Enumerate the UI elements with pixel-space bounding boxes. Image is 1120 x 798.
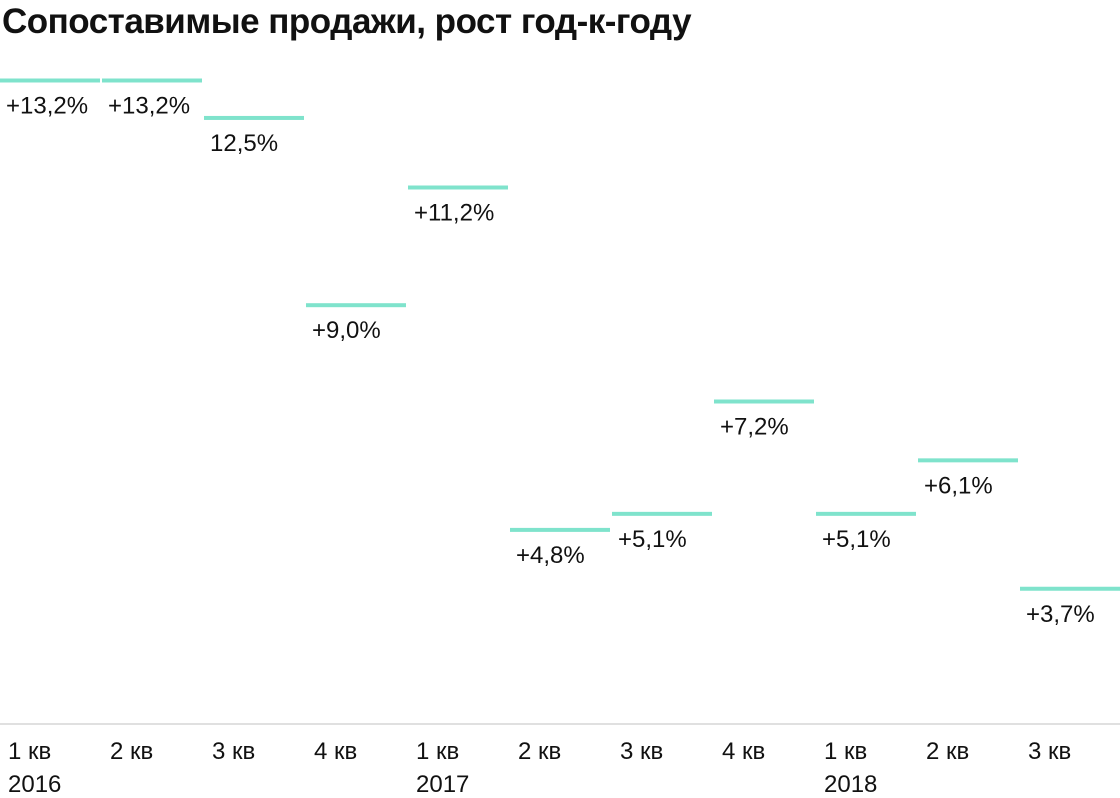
data-label-4: +9,0% [312, 317, 381, 344]
data-label-1: +13,2% [6, 93, 88, 120]
data-label-6: +4,8% [516, 542, 585, 569]
x-tick-label-10: 2 кв [926, 738, 969, 765]
x-tick-label-9: 1 кв [824, 738, 867, 765]
value-mark-11 [1020, 586, 1120, 591]
value-mark-10 [918, 458, 1018, 463]
chart-title: Сопоставимые продажи, рост год-к-году [2, 2, 692, 41]
data-label-7: +5,1% [618, 526, 687, 553]
x-tick-label-11: 3 кв [1028, 738, 1071, 765]
value-mark-3 [204, 115, 304, 120]
data-label-3: 12,5% [210, 130, 278, 157]
x-tick-label-4: 4 кв [314, 738, 357, 765]
data-label-11: +3,7% [1026, 601, 1095, 628]
value-mark-7 [612, 511, 712, 516]
value-mark-6 [510, 527, 610, 532]
x-tick-label-1: 1 кв [8, 738, 51, 765]
value-mark-5 [408, 185, 508, 190]
x-tick-label-2: 2 кв [110, 738, 153, 765]
value-mark-9 [816, 511, 916, 516]
data-label-5: +11,2% [414, 200, 494, 227]
value-mark-2 [102, 78, 202, 83]
x-tick-year-5: 2017 [416, 771, 469, 798]
value-mark-1 [0, 78, 100, 83]
value-mark-8 [714, 399, 814, 404]
value-mark-4 [306, 303, 406, 308]
x-tick-label-7: 3 кв [620, 738, 663, 765]
x-tick-label-6: 2 кв [518, 738, 561, 765]
data-label-9: +5,1% [822, 526, 891, 553]
x-tick-label-3: 3 кв [212, 738, 255, 765]
x-tick-year-9: 2018 [824, 771, 877, 798]
x-tick-year-1: 2016 [8, 771, 61, 798]
data-label-2: +13,2% [108, 93, 190, 120]
x-tick-label-5: 1 кв [416, 738, 459, 765]
data-label-10: +6,1% [924, 472, 993, 499]
x-tick-label-8: 4 кв [722, 738, 765, 765]
data-label-8: +7,2% [720, 414, 789, 441]
